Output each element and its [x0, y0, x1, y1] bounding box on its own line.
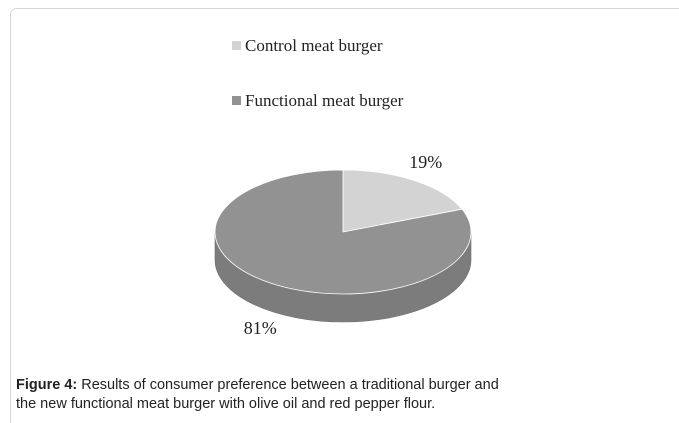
legend-label: Control meat burger [245, 36, 383, 55]
chart: Control meat burger Functional meat burge… [214, 36, 472, 338]
figure-label: Figure 4: [16, 377, 77, 393]
data-label: 81% [244, 318, 277, 338]
legend-swatch [232, 41, 241, 50]
legend-swatch [232, 96, 241, 105]
data-label: 19% [409, 152, 442, 172]
pie-slice [214, 169, 472, 295]
caption: Figure 4: Results of consumer preference … [16, 377, 499, 412]
pie-slice [342, 169, 463, 233]
legend-label: Functional meat burger [245, 91, 404, 110]
caption-line: the new functional meat burger with oliv… [16, 396, 435, 412]
caption-line: Results of consumer preference between a… [81, 377, 499, 393]
